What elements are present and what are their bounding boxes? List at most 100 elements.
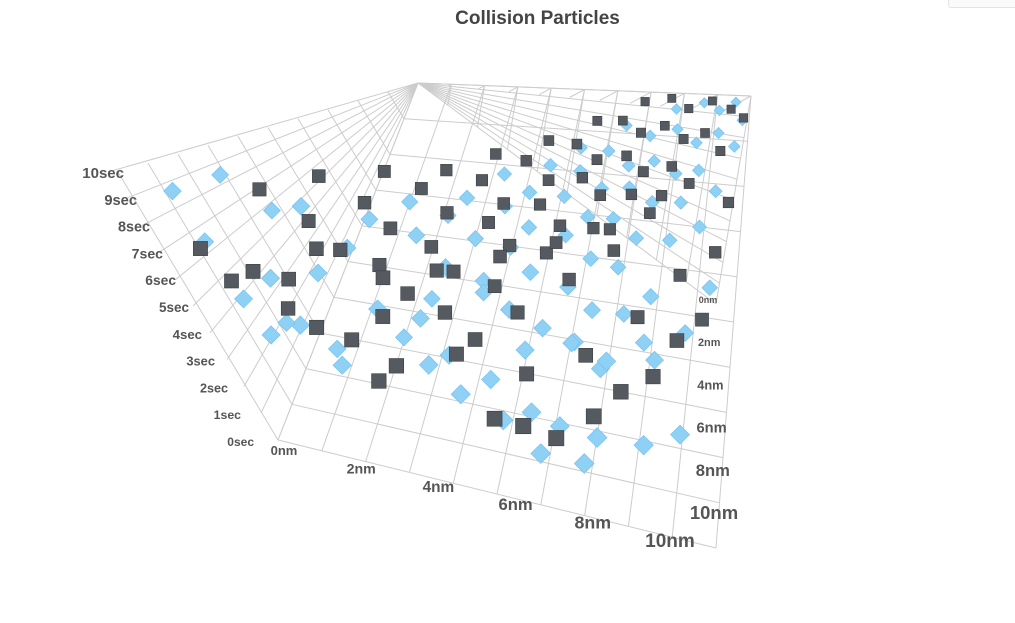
chart-menu-button[interactable] [948,0,1015,8]
cube-point[interactable] [309,319,325,335]
cube-point[interactable] [591,154,603,166]
cube-point[interactable] [684,104,694,114]
diamond-point[interactable] [647,154,661,168]
cube-point[interactable] [515,418,532,435]
cube-point[interactable] [388,358,405,374]
cube-point[interactable] [548,430,565,447]
cube-point[interactable] [640,97,650,107]
cube-point[interactable] [377,164,391,178]
cube-point[interactable] [520,155,532,167]
cube-point[interactable] [613,384,629,400]
diamond-point[interactable] [582,250,600,268]
diamond-point[interactable] [543,158,558,173]
cube-point[interactable] [618,115,628,126]
cube-point[interactable] [486,410,503,427]
diamond-point[interactable] [533,318,552,338]
diamond-point[interactable] [496,166,513,182]
cube-point[interactable] [562,272,576,287]
diamond-point[interactable] [407,226,426,245]
cube-point[interactable] [437,305,453,320]
cube-point[interactable] [440,164,453,177]
diamond-point[interactable] [277,313,296,332]
cube-point[interactable] [519,366,535,382]
diamond-point[interactable] [634,333,653,352]
cube-point[interactable] [475,174,488,187]
diamond-point[interactable] [712,126,725,140]
cube-point[interactable] [625,188,638,201]
cube-point[interactable] [636,127,646,138]
cube-point[interactable] [683,178,695,189]
diamond-point[interactable] [661,232,678,249]
cube-point[interactable] [493,249,507,264]
cube-point[interactable] [678,134,689,144]
cube-point[interactable] [542,174,555,186]
diamond-point[interactable] [628,230,645,246]
cube-point[interactable] [280,301,296,316]
diamond-point[interactable] [670,424,691,445]
diamond-point[interactable] [360,210,379,229]
cube-point[interactable] [429,263,444,278]
diamond-point[interactable] [708,184,723,199]
cube-point[interactable] [549,236,563,249]
cube-point[interactable] [655,190,668,202]
cube-point[interactable] [533,198,547,211]
cube-point[interactable] [660,120,670,131]
cube-point[interactable] [645,369,661,385]
cube-point[interactable] [722,196,735,209]
diamond-point[interactable] [481,369,501,390]
diamond-point[interactable] [701,279,718,296]
cube-point[interactable] [344,332,360,348]
diamond-point[interactable] [521,184,538,201]
diamond-point[interactable] [573,453,595,474]
diamond-point[interactable] [609,258,627,276]
cube-point[interactable] [440,206,454,220]
diamond-point[interactable] [713,104,726,117]
cube-point[interactable] [578,348,594,363]
cube-point[interactable] [245,264,261,279]
cube-point[interactable] [637,166,649,178]
diamond-point[interactable] [645,350,664,370]
cube-point[interactable] [448,346,464,362]
diamond-point[interactable] [262,201,281,220]
cube-point[interactable] [301,214,316,228]
diamond-point[interactable] [290,315,311,335]
cube-point[interactable] [603,223,616,236]
cube-point[interactable] [400,286,415,301]
diamond-point[interactable] [633,434,654,456]
cube-point[interactable] [383,221,398,236]
diamond-point[interactable] [556,188,572,204]
cube-point[interactable] [490,148,502,160]
cube-point[interactable] [424,240,439,254]
cube-point[interactable] [446,264,461,279]
cube-point[interactable] [414,182,428,195]
diamond-point[interactable] [401,193,419,211]
diamond-point[interactable] [466,230,485,248]
diamond-point[interactable] [586,427,608,448]
cube-point[interactable] [375,270,391,286]
diamond-point[interactable] [163,181,182,201]
diamond-point[interactable] [394,328,413,347]
diamond-point[interactable] [260,268,281,288]
cube-point[interactable] [592,115,603,126]
diamond-point[interactable] [458,189,476,207]
cube-point[interactable] [587,222,600,235]
diamond-point[interactable] [211,165,230,184]
cube-point[interactable] [193,241,208,256]
cube-point[interactable] [487,279,502,294]
cube-point[interactable] [630,310,645,325]
diamond-point[interactable] [643,129,657,143]
cube-point[interactable] [372,258,387,273]
cube-point[interactable] [224,273,239,289]
cube-point[interactable] [333,242,348,257]
cube-point[interactable] [539,246,553,260]
diamond-point[interactable] [515,340,535,360]
cube-point[interactable] [503,238,517,253]
diamond-point[interactable] [327,339,347,359]
diamond-point[interactable] [730,96,742,108]
diamond-point[interactable] [332,355,352,375]
cube-point[interactable] [371,373,387,389]
cube-point[interactable] [510,305,525,320]
cube-point[interactable] [621,150,632,162]
diamond-point[interactable] [676,324,695,342]
